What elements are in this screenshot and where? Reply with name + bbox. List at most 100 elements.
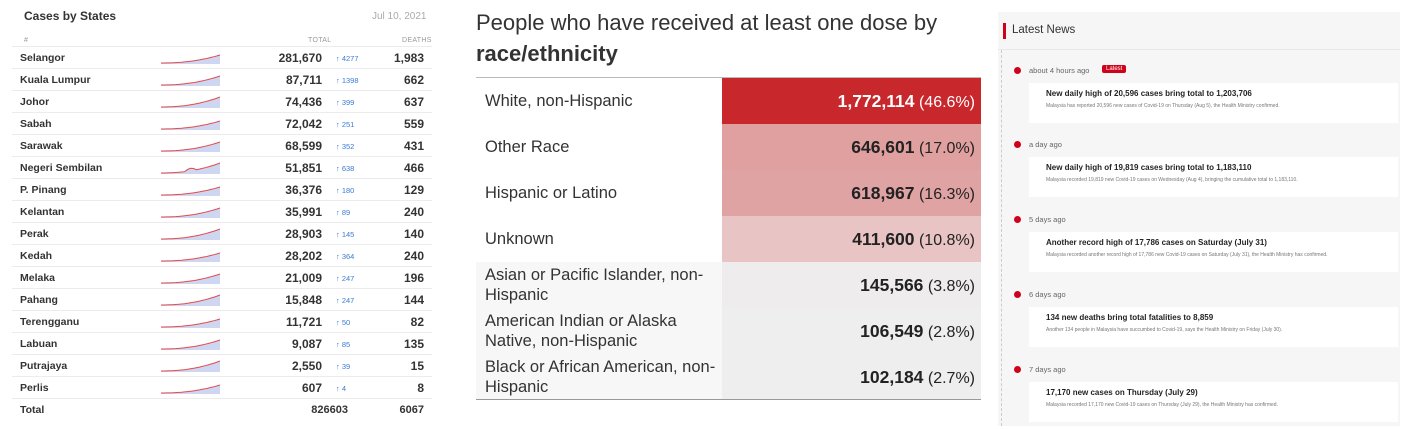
dose-value-cell: 145,566 (3.8%) xyxy=(722,262,981,308)
table-row[interactable]: Melaka 21,009 ↑ 247 196 xyxy=(12,266,432,288)
sparkline-line xyxy=(161,207,221,218)
state-name: Negeri Sembilan xyxy=(20,162,103,174)
state-deaths: 129 xyxy=(403,183,424,197)
state-new-cases: ↑ 1398 xyxy=(336,76,359,85)
table-top-rule xyxy=(476,77,981,78)
table-row[interactable]: Unknown 411,600 (10.8%) xyxy=(476,216,981,262)
table-row[interactable]: P. Pinang 36,376 ↑ 180 129 xyxy=(12,178,432,200)
state-deaths: 144 xyxy=(403,293,424,307)
table-row[interactable]: Perlis 607 ↑ 4 8 xyxy=(12,376,432,398)
race-label: Hispanic or Latino xyxy=(485,184,618,202)
table-row[interactable]: Perak 28,903 ↑ 145 140 xyxy=(12,222,432,244)
sparkline-line xyxy=(161,339,221,350)
col-hash-header: # xyxy=(24,37,29,44)
new-cases-value: 39 xyxy=(341,362,351,371)
state-new-cases: ↑ 352 xyxy=(336,142,354,151)
table-row[interactable]: Terengganu 11,721 ↑ 50 82 xyxy=(12,310,432,332)
col-deaths-header[interactable]: DEATHS xyxy=(402,37,432,44)
total-label: Total xyxy=(20,404,45,416)
table-row[interactable]: White, non-Hispanic 1,772,114 (46.6%) xyxy=(476,78,981,124)
table-row[interactable]: Johor 74,436 ↑ 399 637 xyxy=(12,90,432,112)
table-row[interactable]: Putrajaya 2,550 ↑ 39 15 xyxy=(12,354,432,376)
dose-percent: (16.3%) xyxy=(918,186,975,203)
news-headline[interactable]: 134 new deaths bring total fatalities to… xyxy=(1046,313,1214,322)
news-headline[interactable]: New daily high of 19,819 cases bring tot… xyxy=(1046,163,1252,172)
table-row[interactable]: Selangor 281,670 ↑ 4277 1,983 xyxy=(12,46,432,68)
trend-sparkline xyxy=(161,75,221,86)
state-new-cases: ↑ 638 xyxy=(336,164,354,173)
table-row[interactable]: American Indian or Alaska Native, non-Hi… xyxy=(476,308,981,354)
state-name: Kelantan xyxy=(20,206,65,218)
trend-sparkline xyxy=(161,54,221,64)
vaccine-race-panel: People who have received at least one do… xyxy=(476,0,986,429)
dose-percent: (2.7%) xyxy=(927,370,975,387)
table-row[interactable]: Kedah 28,202 ↑ 364 240 xyxy=(12,244,432,266)
table-row[interactable]: Black or African American, non-Hispanic 1… xyxy=(476,354,981,400)
latest-badge: Latest xyxy=(1102,65,1127,73)
news-summary: Malaysia recorded another record high of… xyxy=(1046,252,1328,258)
state-total-cases: 2,550 xyxy=(291,359,322,373)
sparkline-area xyxy=(161,229,220,240)
sparkline-area xyxy=(161,76,220,86)
new-cases-value: 85 xyxy=(341,340,351,349)
col-total-header[interactable]: TOTAL xyxy=(308,37,332,44)
state-new-cases: ↑ 247 xyxy=(336,296,354,305)
race-label: Asian or Pacific Islander, non-Hispanic xyxy=(485,266,704,304)
sparkline-area xyxy=(161,385,220,394)
state-deaths: 431 xyxy=(403,139,424,153)
dose-percent: (10.8%) xyxy=(918,232,975,249)
sparkline-area xyxy=(161,361,220,372)
new-cases-value: 89 xyxy=(341,208,351,217)
sparkline-line xyxy=(161,120,221,130)
new-cases-value: 50 xyxy=(341,318,351,327)
race-label: American Indian or Alaska Native, non-Hi… xyxy=(485,312,677,350)
news-card[interactable]: New daily high of 20,596 cases bring tot… xyxy=(1029,83,1398,123)
news-card[interactable]: 17,170 new cases on Thursday (July 29) Ma… xyxy=(1029,382,1398,422)
new-cases-value: 1398 xyxy=(341,76,359,85)
news-summary: Another 134 people in Malaysia have succ… xyxy=(1046,327,1283,333)
state-name: Selangor xyxy=(20,52,65,64)
total-deaths: 6067 xyxy=(399,404,424,416)
label-cell-bg xyxy=(476,262,722,308)
news-card[interactable]: 134 new deaths bring total fatalities to… xyxy=(1029,307,1398,347)
race-label: Other Race xyxy=(485,138,570,156)
news-headline[interactable]: Another record high of 17,786 cases on S… xyxy=(1046,238,1267,247)
sparkline-area xyxy=(161,253,220,262)
table-row[interactable]: Sarawak 68,599 ↑ 352 431 xyxy=(12,134,432,156)
news-card[interactable]: New daily high of 19,819 cases bring tot… xyxy=(1029,157,1398,197)
trend-sparkline xyxy=(161,186,221,196)
dose-percent: (17.0%) xyxy=(918,140,975,157)
news-card[interactable]: Another record high of 17,786 cases on S… xyxy=(1029,232,1398,272)
state-total-cases: 9,087 xyxy=(291,337,322,351)
arrow-up-icon: ↑ xyxy=(336,296,342,305)
news-title: Latest News xyxy=(1012,24,1076,36)
new-cases-value: 145 xyxy=(341,230,355,239)
news-headline[interactable]: 17,170 new cases on Thursday (July 29) xyxy=(1046,388,1198,397)
sparkline-area xyxy=(161,340,220,350)
table-row[interactable]: Labuan 9,087 ↑ 85 135 xyxy=(12,332,432,354)
state-total-cases: 68,599 xyxy=(285,139,322,153)
table-row[interactable]: Kuala Lumpur 87,711 ↑ 1398 662 xyxy=(12,68,432,90)
table-row[interactable]: Sabah 72,042 ↑ 251 559 xyxy=(12,112,432,134)
total-cases: 826603 xyxy=(311,404,348,416)
news-headline[interactable]: New daily high of 20,596 cases bring tot… xyxy=(1046,89,1252,98)
news-summary: Malaysia has reported 20,596 new cases o… xyxy=(1046,103,1280,109)
label-cell-bg xyxy=(476,354,722,400)
table-row[interactable]: Kelantan 35,991 ↑ 89 240 xyxy=(12,200,432,222)
table-row[interactable]: Hispanic or Latino 618,967 (16.3%) xyxy=(476,170,981,216)
sparkline-line xyxy=(161,162,221,174)
table-row[interactable]: Asian or Pacific Islander, non-Hispanic 1… xyxy=(476,262,981,308)
table-row[interactable]: Negeri Sembilan 51,851 ↑ 638 466 xyxy=(12,156,432,178)
arrow-up-icon: ↑ xyxy=(336,76,342,85)
dose-count: 106,549 xyxy=(860,321,924,341)
timeline-line xyxy=(1001,50,1002,426)
state-new-cases: ↑ 4 xyxy=(336,384,346,393)
sparkline-line xyxy=(161,273,221,284)
sparkline-line xyxy=(161,294,221,306)
news-time: about 4 hours ago xyxy=(1029,66,1090,75)
news-header: Latest News xyxy=(998,12,1400,50)
state-name: Pahang xyxy=(20,294,58,306)
table-row[interactable]: Pahang 15,848 ↑ 247 144 xyxy=(12,288,432,310)
cases-by-states-panel: Cases by States Jul 10, 2021 # TOTAL DEA… xyxy=(8,0,432,429)
table-row[interactable]: Other Race 646,601 (17.0%) xyxy=(476,124,981,170)
